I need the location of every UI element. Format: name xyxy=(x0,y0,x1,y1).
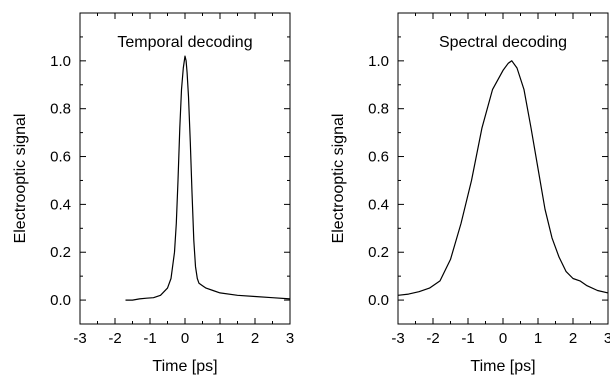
y-tick-label: 0.6 xyxy=(50,149,71,166)
y-tick-label: 1.0 xyxy=(50,53,71,70)
y-tick-label: 0.4 xyxy=(50,196,71,213)
series-marks xyxy=(397,60,609,296)
series-marks xyxy=(125,55,291,301)
x-tick-label: 1 xyxy=(534,330,542,347)
y-axis-label: Electrooptic signal xyxy=(330,114,347,244)
x-tick-label: -2 xyxy=(426,330,439,347)
spectral-decoding-panel: Spectral decoding Time [ps] Electrooptic… xyxy=(330,12,610,375)
temporal-decoding-panel: Temporal decoding Time [ps] Electrooptic… xyxy=(12,12,294,375)
chart-title: Spectral decoding xyxy=(439,34,567,51)
y-tick-label: 0.6 xyxy=(368,149,389,166)
x-tick-label: 2 xyxy=(569,330,577,347)
x-axis-label: Time [ps] xyxy=(470,358,535,375)
y-tick-label: 0.0 xyxy=(50,292,71,309)
x-tick-label: 0 xyxy=(181,330,189,347)
plot-frame xyxy=(397,12,609,325)
axis-ticks: -3 -2 -1 0 1 2 3 0.0 0.2 0.4 0.6 0.8 1.0 xyxy=(50,13,294,347)
y-axis-label: Electrooptic signal xyxy=(12,114,29,244)
axis-ticks: -3 -2 -1 0 1 2 3 0.0 0.2 0.4 0.6 0.8 1.0 xyxy=(368,13,610,347)
y-tick-label: 1.0 xyxy=(368,53,389,70)
series-line xyxy=(125,55,291,301)
y-tick-label: 0.8 xyxy=(50,101,71,118)
y-tick-label: 0.2 xyxy=(50,244,71,261)
y-tick-label: 0.0 xyxy=(368,292,389,309)
y-tick-label: 0.4 xyxy=(368,196,389,213)
x-tick-label: -3 xyxy=(391,330,404,347)
x-axis-label: Time [ps] xyxy=(152,358,217,375)
y-tick-label: 0.2 xyxy=(368,244,389,261)
x-tick-label: 3 xyxy=(604,330,610,347)
chart-title: Temporal decoding xyxy=(117,34,252,51)
x-tick-label: -2 xyxy=(108,330,121,347)
y-tick-label: 0.8 xyxy=(368,101,389,118)
x-tick-label: -1 xyxy=(143,330,156,347)
series-line xyxy=(397,60,609,296)
x-tick-label: 2 xyxy=(251,330,259,347)
x-tick-label: 1 xyxy=(216,330,224,347)
x-tick-label: -1 xyxy=(461,330,474,347)
x-tick-label: -3 xyxy=(73,330,86,347)
x-tick-label: 0 xyxy=(499,330,507,347)
x-tick-label: 3 xyxy=(286,330,294,347)
